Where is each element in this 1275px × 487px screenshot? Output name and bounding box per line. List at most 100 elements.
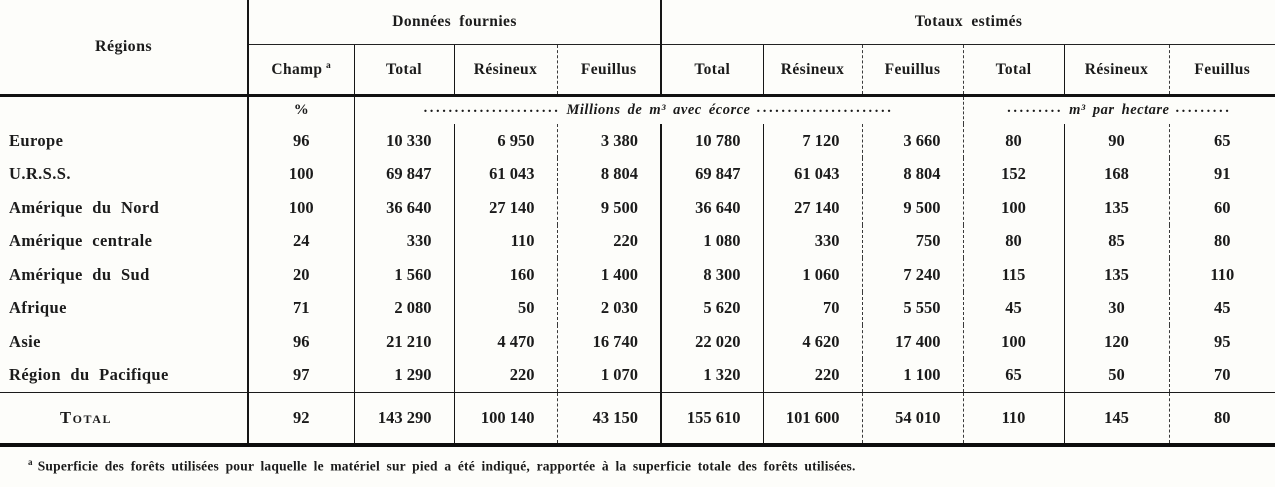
value-cell: 5 620	[661, 291, 764, 325]
dotted-leader: ......................	[756, 100, 894, 116]
header-totaux-estimes: Totaux estimés	[661, 0, 1275, 45]
value-cell: 30	[1064, 291, 1170, 325]
total-value-cell: 80	[1169, 392, 1275, 447]
region-row: U.R.S.S. 100 69 847 61 043 8 804 69 847 61 043…	[0, 157, 1275, 191]
value-cell: 750	[862, 224, 964, 258]
value-cell: 135	[1064, 191, 1170, 225]
value-cell: 5 550	[862, 291, 964, 325]
value-cell: 2 030	[557, 291, 663, 325]
subheader-te-feuillus: Feuillus	[862, 44, 964, 97]
value-cell: 1 080	[661, 224, 764, 258]
value-cell: 50	[454, 291, 558, 325]
subheader-te-resineux: Résineux	[763, 44, 863, 97]
total-value-cell: 43 150	[557, 392, 663, 447]
value-cell: 17 400	[862, 325, 964, 359]
total-value-cell: 54 010	[862, 392, 964, 447]
total-value-cell: 110	[963, 392, 1065, 447]
value-cell: 65	[963, 358, 1065, 393]
dotted-leader: ......................	[423, 100, 561, 116]
value-cell: 8 804	[862, 157, 964, 191]
footnote-marker: a	[28, 457, 33, 467]
value-cell: 65	[1214, 130, 1231, 150]
value-cell: 16 740	[557, 325, 663, 359]
header-regions: Régions	[0, 0, 249, 97]
value-cell: 10 780	[661, 124, 764, 158]
region-name-cell: Amérique du Nord	[0, 191, 249, 225]
subheader-df-resineux: Résineux	[454, 44, 558, 97]
subheader-ha-feuillus: Feuillus	[1169, 44, 1275, 97]
value-cell: 100	[248, 157, 355, 191]
value-cell: 91	[1214, 164, 1231, 184]
value-cell: 20	[248, 258, 355, 292]
region-name-cell: Asie	[0, 325, 249, 359]
value-cell: 10 330	[354, 124, 455, 158]
value-cell: 45	[1214, 298, 1231, 318]
value-cell: 110	[1210, 264, 1235, 284]
value-cell: 96	[248, 325, 355, 359]
value-cell: 9 500	[557, 191, 663, 225]
footnote-marker-sup: a	[325, 60, 332, 71]
value-cell: 100	[963, 191, 1065, 225]
value-cell: 80	[963, 124, 1065, 158]
value-cell: 1 100	[862, 358, 964, 393]
total-value-cell: 92	[248, 392, 355, 447]
header-donnees-fournies: Données fournies	[248, 0, 663, 45]
value-cell: 45	[963, 291, 1065, 325]
region-row: Asie 96 21 210 4 470 16 740 22 020 4 620 17 400…	[0, 325, 1275, 359]
region-name-cell: Amérique du Sud	[0, 258, 249, 292]
footnote-text: Superficie des forêts utilisées pour laq…	[37, 458, 856, 474]
value-cell: 115	[963, 258, 1065, 292]
value-cell: 3 660	[862, 124, 964, 158]
value-cell: 90	[1064, 124, 1170, 158]
units-empty-cell	[0, 95, 249, 124]
value-cell: 71	[248, 291, 355, 325]
units-hectare-label: m³ par hectare	[1069, 102, 1170, 118]
value-cell: 22 020	[661, 325, 764, 359]
value-cell: 21 210	[354, 325, 455, 359]
value-cell: 7 240	[862, 258, 964, 292]
units-percent: %	[248, 95, 355, 124]
value-cell: 3 380	[557, 124, 663, 158]
value-cell: 220	[763, 358, 863, 393]
value-cell: 69 847	[661, 157, 764, 191]
value-cell: 70	[1214, 365, 1231, 385]
units-millions: ...................... Millions de m³ ave…	[354, 95, 964, 124]
value-cell: 152	[963, 157, 1065, 191]
value-cell: 8 300	[661, 258, 764, 292]
value-cell: 85	[1064, 224, 1170, 258]
value-cell: 330	[354, 224, 455, 258]
subheader-df-total: Total	[354, 44, 455, 97]
subheader-df-feuillus: Feuillus	[557, 44, 663, 97]
value-cell: 97	[248, 358, 355, 393]
value-cell: 9 500	[862, 191, 964, 225]
value-cell: 4 620	[763, 325, 863, 359]
value-cell: 7 120	[763, 124, 863, 158]
value-cell: 160	[454, 258, 558, 292]
value-cell: 36 640	[661, 191, 764, 225]
value-cell: 70	[763, 291, 863, 325]
value-cell: 220	[557, 224, 663, 258]
value-cell: 24	[248, 224, 355, 258]
value-cell: 27 140	[763, 191, 863, 225]
total-value-cell: 155 610	[661, 392, 764, 447]
value-cell: 36 640	[354, 191, 455, 225]
value-cell: 50	[1064, 358, 1170, 393]
subheader-ha-resineux: Résineux	[1064, 44, 1170, 97]
sub-header-row: Champ a Total Résineux Feuillus Total Ré…	[0, 44, 1275, 97]
value-cell: 1 060	[763, 258, 863, 292]
dotted-leader: .........	[1175, 100, 1232, 116]
total-value-cell: 101 600	[763, 392, 863, 447]
region-name-cell: Europe	[0, 124, 249, 158]
subheader-champ-label: Champ	[271, 60, 323, 78]
subheader-champ: Champ a	[248, 44, 355, 97]
units-millions-label: Millions de m³ avec écorce	[566, 102, 751, 118]
value-cell: 168	[1064, 157, 1170, 191]
value-cell: 330	[763, 224, 863, 258]
value-cell: 80	[1214, 231, 1231, 251]
footnote: a Superficie des forêts utilisées pour la…	[0, 457, 1275, 475]
dotted-leader: .........	[1007, 100, 1064, 116]
subheader-ha-total: Total	[963, 44, 1065, 97]
value-cell: 110	[454, 224, 558, 258]
value-cell: 120	[1064, 325, 1170, 359]
value-cell: 100	[248, 191, 355, 225]
